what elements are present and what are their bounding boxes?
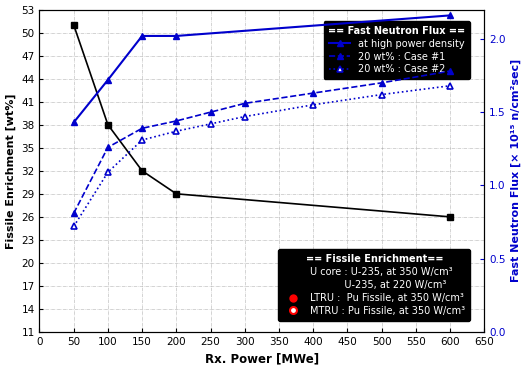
X-axis label: Rx. Power [MWe]: Rx. Power [MWe] [205, 352, 319, 365]
Y-axis label: Fast Neutron Flux [× 10¹⁵ n/cm²sec]: Fast Neutron Flux [× 10¹⁵ n/cm²sec] [511, 59, 521, 282]
Legend: U core : U-235, at 350 W/cm³,            U-235, at 220 W/cm³, LTRU :  Pu Fissile: U core : U-235, at 350 W/cm³, U-235, at … [278, 249, 471, 321]
Y-axis label: Fissile Enrichment [wt%]: Fissile Enrichment [wt%] [6, 93, 16, 249]
